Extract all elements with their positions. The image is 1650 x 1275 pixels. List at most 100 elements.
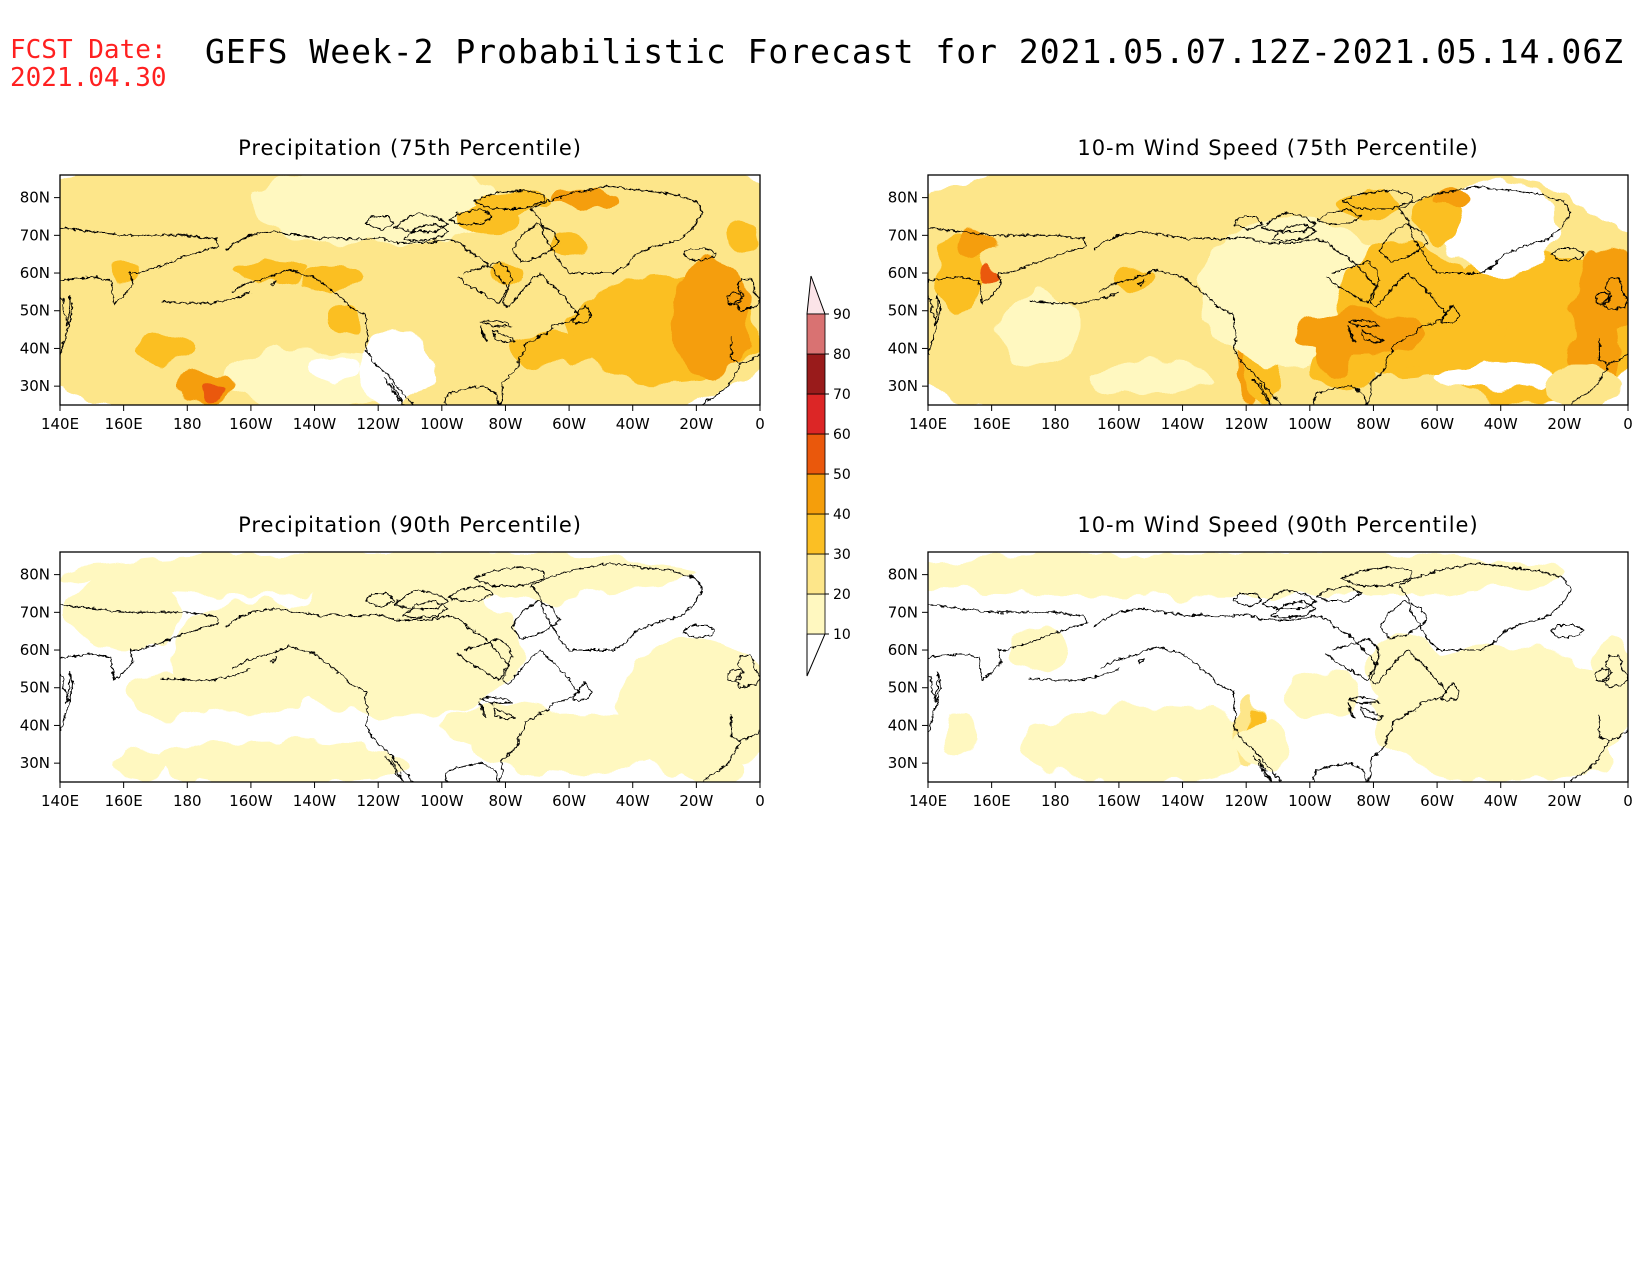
- probability-contour: [1293, 310, 1422, 356]
- map-panel-wind-90: 10-m Wind Speed (90th Percentile) 140E 160…: [888, 513, 1633, 810]
- map-frame: [59, 174, 761, 406]
- lat-tick-label: 60N: [20, 264, 50, 282]
- coastline-lakes3: [479, 325, 487, 342]
- map-panel-wind-75: 10-m Wind Speed (75th Percentile) 140E 160…: [888, 136, 1633, 433]
- coastline-baja: [1252, 755, 1273, 782]
- probability-contour: [126, 672, 216, 718]
- coastline-pacific: [231, 645, 414, 782]
- lat-tick-label: 80N: [888, 189, 918, 207]
- coastline-iberia: [730, 714, 760, 742]
- coastline-newfound: [1439, 681, 1460, 701]
- lon-tick-label: 60W: [552, 792, 586, 810]
- coastline-baja: [384, 755, 405, 782]
- lon-tick-label: 100W: [1288, 415, 1332, 433]
- lat-tick-label: 50N: [20, 302, 50, 320]
- coastline-banks: [365, 215, 395, 231]
- lon-tick-label: 160W: [1097, 415, 1141, 433]
- coastline-asia: [928, 227, 1088, 357]
- lon-tick-label: 140E: [909, 792, 947, 810]
- coastline-newfound: [1439, 304, 1460, 324]
- lon-tick-label: 160E: [973, 792, 1011, 810]
- coastline-arctic2: [1315, 585, 1362, 602]
- colorbar-segment: [806, 553, 826, 595]
- lat-tick-label: 30N: [20, 377, 50, 395]
- lon-tick-label: 180: [1041, 792, 1070, 810]
- lon-tick-label: 180: [1041, 415, 1070, 433]
- fcst-date-value: 2021.04.30: [10, 63, 167, 93]
- coastline-pacific: [1099, 268, 1282, 405]
- coastline-lakes1: [1347, 696, 1381, 705]
- probability-contour: [1287, 672, 1364, 718]
- probability-contour: [1433, 190, 1473, 206]
- probability-field: [60, 175, 760, 405]
- probability-contour: [1007, 627, 1072, 673]
- coastline-arctic3: [473, 189, 545, 210]
- coastline-gulfmex: [444, 762, 500, 782]
- coastline-uk: [733, 277, 760, 312]
- probability-contour: [553, 186, 617, 209]
- coastline-greenland: [530, 185, 704, 274]
- coastline-alaska: [225, 231, 580, 405]
- coastline-lakes1: [1347, 319, 1381, 328]
- coastline-uk: [1601, 277, 1628, 312]
- coastline: [928, 562, 1628, 782]
- coastline-baffin: [511, 223, 561, 263]
- coastline-aleut: [1029, 291, 1120, 304]
- lon-tick-label: 60W: [1420, 415, 1454, 433]
- lon-tick-label: 80W: [488, 792, 522, 810]
- lat-tick-label: 70N: [888, 226, 918, 244]
- lon-tick-label: 120W: [356, 415, 400, 433]
- lat-tick-label: 70N: [20, 226, 50, 244]
- coastline-baffin: [1379, 600, 1429, 640]
- coastline-hudson: [1325, 638, 1381, 681]
- lat-tick-label: 80N: [20, 189, 50, 207]
- coastline-lakes3: [479, 702, 487, 719]
- lon-tick-label: 180: [173, 792, 202, 810]
- coastline-africa: [702, 741, 742, 782]
- probability-contour: [1405, 567, 1469, 598]
- lat-tick-label: 30N: [888, 754, 918, 772]
- probability-contour: [305, 352, 356, 383]
- probability-contour: [1593, 631, 1628, 707]
- probability-contour: [928, 552, 1565, 598]
- coastline-iberia: [1598, 337, 1628, 365]
- probability-contour: [956, 227, 995, 258]
- probability-contour: [550, 231, 589, 255]
- coastline-baja: [384, 378, 405, 405]
- probability-contour: [1542, 363, 1619, 405]
- lon-tick-label: 160W: [1097, 792, 1141, 810]
- map-panel-precip-75: Precipitation (75th Percentile) 140E 160E 1…: [20, 136, 765, 433]
- lon-tick-label: 100W: [420, 792, 464, 810]
- coastline-asia: [60, 604, 220, 734]
- lon-tick-label: 40W: [616, 792, 650, 810]
- colorbar-label: 60: [833, 427, 851, 443]
- lon-tick-label: 120W: [1224, 415, 1268, 433]
- probability-contour: [982, 265, 1002, 281]
- panel-title: Precipitation (90th Percentile): [238, 513, 582, 537]
- colorbar-label: 50: [833, 467, 851, 483]
- coastline-gulfmex: [444, 385, 500, 405]
- coastline-sakh: [933, 295, 942, 327]
- probability-contour: [200, 382, 226, 398]
- lon-tick-label: 0: [755, 415, 765, 433]
- lon-tick-label: 140E: [41, 415, 79, 433]
- probability-contour: [1586, 246, 1628, 338]
- colorbar-segment: [806, 513, 826, 555]
- coastline-baffin: [1379, 223, 1429, 263]
- colorbar-label: 30: [833, 547, 851, 563]
- coastline-hudson: [1325, 261, 1381, 304]
- lat-tick-label: 40N: [20, 716, 50, 734]
- lon-tick-label: 160E: [973, 415, 1011, 433]
- lon-tick-label: 140W: [293, 415, 337, 433]
- coastline: [928, 185, 1628, 405]
- panel-title: 10-m Wind Speed (90th Percentile): [1077, 513, 1478, 537]
- lat-tick-label: 70N: [888, 603, 918, 621]
- colorbar-label: 40: [833, 507, 851, 523]
- lat-tick-label: 50N: [888, 302, 918, 320]
- probability-contour: [1115, 269, 1154, 292]
- coastline-lakes2: [1360, 706, 1384, 720]
- lon-tick-label: 140E: [41, 792, 79, 810]
- coastline-iceland: [683, 247, 717, 261]
- coastline-africa: [1570, 741, 1610, 782]
- coastline-kodiak: [1137, 280, 1145, 287]
